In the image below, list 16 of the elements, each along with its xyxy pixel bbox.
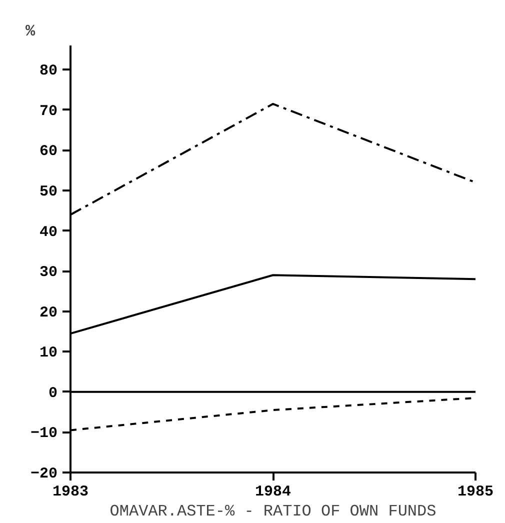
- y-tick-label: 30: [39, 264, 58, 282]
- y-tick-label: 60: [39, 143, 58, 160]
- y-tick-label: −20: [30, 466, 58, 482]
- y-tick-label: 0: [48, 384, 58, 402]
- y-tick-label: 20: [39, 304, 58, 322]
- y-tick-label: 70: [39, 102, 58, 120]
- y-tick-label: −10: [30, 425, 58, 442]
- y-tick-label: 80: [39, 62, 58, 80]
- x-tick-label: 1985: [457, 484, 494, 500]
- x-tick-label: 1984: [254, 484, 292, 500]
- y-tick-label: 50: [39, 184, 58, 201]
- y-tick-label: 40: [39, 224, 58, 241]
- x-axis-title: OMAVAR.ASTE-% - RATIO OF OWN FUNDS: [110, 502, 436, 520]
- y-tick-label: 10: [39, 344, 58, 362]
- y-axis-title: %: [26, 22, 36, 40]
- x-tick-label: 1983: [52, 484, 89, 500]
